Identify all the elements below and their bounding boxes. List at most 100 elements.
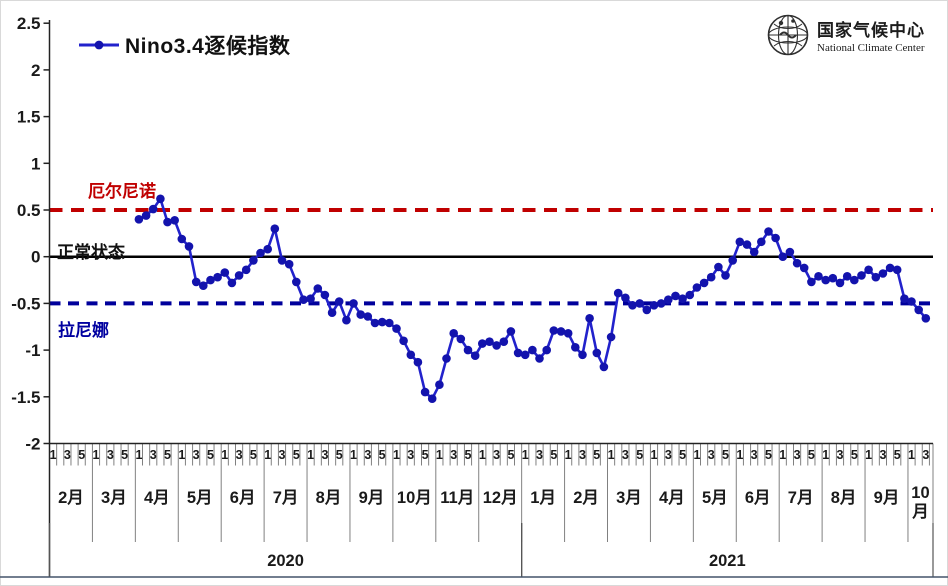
data-point-marker <box>513 348 523 358</box>
pentad-tick-label: 3 <box>450 448 457 462</box>
pentad-tick-label: 1 <box>565 448 572 462</box>
data-point-marker <box>735 237 745 247</box>
data-point-marker <box>814 272 823 281</box>
pentad-tick-label: 5 <box>78 448 85 462</box>
month-label: 7月 <box>788 488 814 507</box>
month-label: 12月 <box>483 488 518 507</box>
data-point-marker <box>256 248 265 258</box>
month-label: 5月 <box>187 488 213 507</box>
data-point-marker <box>850 275 859 285</box>
data-point-marker <box>320 290 330 300</box>
data-point-marker <box>506 327 516 336</box>
year-label: 2020 <box>267 552 304 570</box>
data-point-marker <box>442 354 451 363</box>
data-point-marker <box>578 350 587 360</box>
data-point-marker <box>270 224 280 233</box>
legend-line-marker-icon <box>79 40 119 50</box>
month-label: 6月 <box>230 488 256 507</box>
data-point-marker <box>156 194 165 204</box>
data-point-marker <box>785 247 795 257</box>
logo-title-cn: 国家气候中心 <box>817 21 925 40</box>
data-point-marker <box>628 301 637 310</box>
pentad-tick-label: 5 <box>808 448 815 462</box>
pentad-tick-label: 5 <box>164 448 171 462</box>
data-point-marker <box>885 263 895 273</box>
pentad-tick-label: 1 <box>135 448 142 462</box>
data-point-marker <box>478 339 487 348</box>
month-label: 月 <box>911 502 929 521</box>
pentad-tick-label: 1 <box>479 448 486 462</box>
data-point-marker <box>799 263 809 273</box>
data-point-marker <box>349 299 358 308</box>
data-point-marker <box>306 294 315 304</box>
ncc-logo: 国家气候中心 National Climate Center <box>765 12 940 58</box>
y-axis-tick-label: -1 <box>25 341 40 360</box>
data-point-marker <box>399 336 408 346</box>
data-point-marker <box>563 329 573 338</box>
pentad-tick-label: 3 <box>922 448 929 462</box>
legend-label: Nino3.4逐候指数 <box>125 35 291 58</box>
pentad-tick-label: 1 <box>908 448 915 462</box>
data-point-marker <box>914 305 923 315</box>
pentad-tick-label: 5 <box>422 448 429 462</box>
pentad-tick-label: 5 <box>465 448 472 462</box>
pentad-tick-label: 5 <box>894 448 901 462</box>
data-point-marker <box>857 271 866 280</box>
month-label: 9月 <box>874 488 900 507</box>
data-point-marker <box>685 290 695 300</box>
data-point-marker <box>613 288 623 298</box>
pentad-tick-label: 3 <box>536 448 543 462</box>
month-label: 6月 <box>745 488 771 507</box>
data-point-marker <box>671 291 680 301</box>
data-point-marker <box>706 272 716 282</box>
year-label: 2021 <box>709 552 746 570</box>
data-point-marker <box>535 354 544 363</box>
data-point-marker <box>757 237 766 247</box>
data-point-marker <box>227 278 237 288</box>
data-point-marker <box>485 337 494 347</box>
normal-state-label: 正常状态 <box>57 243 125 262</box>
month-label: 1月 <box>530 488 556 507</box>
pentad-tick-label: 3 <box>236 448 243 462</box>
pentad-tick-label: 5 <box>336 448 343 462</box>
data-point-marker <box>191 277 201 287</box>
data-point-marker <box>728 256 737 265</box>
data-point-marker <box>742 240 752 249</box>
data-point-marker <box>592 348 602 358</box>
data-point-marker <box>177 234 187 244</box>
data-point-marker <box>420 387 430 397</box>
pentad-tick-label: 5 <box>679 448 686 462</box>
data-point-marker <box>621 293 630 303</box>
pentad-tick-label: 3 <box>794 448 801 462</box>
data-point-marker <box>606 332 616 342</box>
month-label: 3月 <box>101 488 127 507</box>
y-axis-tick-label: 1 <box>31 154 40 173</box>
pentad-tick-label: 3 <box>579 448 586 462</box>
data-point-marker <box>892 265 902 275</box>
data-point-marker <box>206 275 215 285</box>
data-point-marker <box>649 301 659 310</box>
pentad-tick-label: 1 <box>522 448 529 462</box>
la-nina-label: 拉尼娜 <box>58 321 109 340</box>
data-point-marker <box>900 294 909 304</box>
pentad-tick-label: 5 <box>851 448 858 462</box>
month-label: 10月 <box>397 488 432 507</box>
data-point-marker <box>764 227 773 236</box>
pentad-tick-label: 1 <box>436 448 443 462</box>
data-point-marker <box>148 204 158 214</box>
pentad-tick-label: 5 <box>293 448 300 462</box>
data-point-marker <box>921 314 931 323</box>
month-label: 3月 <box>616 488 642 507</box>
pentad-tick-label: 5 <box>207 448 214 462</box>
pentad-tick-label: 1 <box>264 448 271 462</box>
data-point-marker <box>463 345 473 355</box>
data-point-marker <box>334 297 344 306</box>
pentad-tick-label: 5 <box>379 448 386 462</box>
pentad-tick-label: 1 <box>608 448 615 462</box>
data-point-marker <box>377 317 387 327</box>
data-point-marker <box>542 345 551 355</box>
data-point-marker <box>871 272 881 282</box>
legend: Nino3.4逐候指数 <box>78 30 290 60</box>
data-point-marker <box>821 275 830 285</box>
